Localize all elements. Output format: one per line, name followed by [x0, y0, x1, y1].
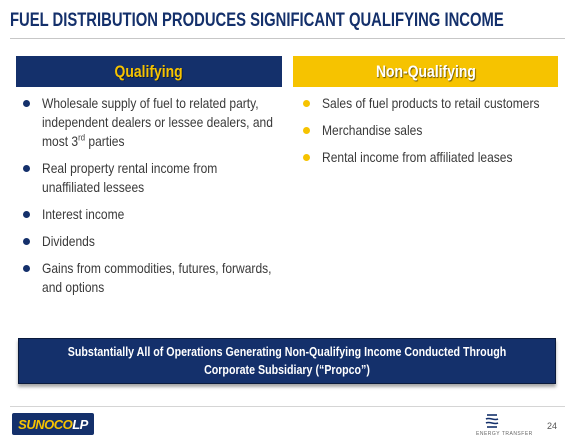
energy-transfer-logo-icon	[485, 414, 499, 428]
list-item: Dividends	[20, 232, 278, 251]
summary-banner: Substantially All of Operations Generati…	[18, 338, 556, 384]
bullet-icon	[23, 211, 30, 218]
bullet-icon	[303, 100, 310, 107]
qualifying-heading: Qualifying	[114, 61, 184, 81]
list-item-text: Merchandise sales	[322, 122, 423, 138]
list-item-text: Wholesale supply of fuel to related part…	[42, 95, 273, 149]
list-item-text: Sales of fuel products to retail custome…	[322, 95, 540, 111]
list-item-text: Gains from commodities, futures, forward…	[42, 260, 272, 295]
list-item: Rental income from affiliated leases	[300, 148, 562, 167]
list-item: Gains from commodities, futures, forward…	[20, 259, 278, 297]
list-item: Merchandise sales	[300, 121, 562, 140]
slide-title: FUEL DISTRIBUTION PRODUCES SIGNIFICANT Q…	[10, 10, 504, 31]
sunoco-lp-logo: SUNOCOLP	[12, 413, 94, 435]
list-item-text: Real property rental income from unaffil…	[42, 160, 218, 195]
summary-banner-text: Substantially All of Operations Generati…	[67, 344, 507, 377]
bullet-icon	[303, 154, 310, 161]
bullet-icon	[23, 100, 30, 107]
list-item: Interest income	[20, 205, 278, 224]
bullet-icon	[23, 238, 30, 245]
bullet-icon	[303, 127, 310, 134]
bullet-icon	[23, 165, 30, 172]
non-qualifying-list: Sales of fuel products to retail custome…	[300, 94, 562, 175]
bullet-icon	[23, 265, 30, 272]
qualifying-list: Wholesale supply of fuel to related part…	[20, 94, 278, 305]
energy-transfer-logo-text: ENERGY TRANSFER	[476, 431, 533, 437]
non-qualifying-heading: Non-Qualifying	[375, 61, 476, 81]
title-divider	[10, 38, 565, 39]
footer-divider	[10, 406, 565, 407]
list-item-text: Dividends	[42, 233, 95, 249]
list-item-text: Interest income	[42, 206, 125, 222]
list-item: Wholesale supply of fuel to related part…	[20, 94, 278, 151]
list-item: Real property rental income from unaffil…	[20, 159, 278, 197]
list-item: Sales of fuel products to retail custome…	[300, 94, 562, 113]
list-item-text: Rental income from affiliated leases	[322, 149, 513, 165]
page-number: 24	[546, 421, 557, 431]
qualifying-header: Qualifying	[16, 56, 282, 87]
non-qualifying-header: Non-Qualifying	[293, 56, 558, 87]
